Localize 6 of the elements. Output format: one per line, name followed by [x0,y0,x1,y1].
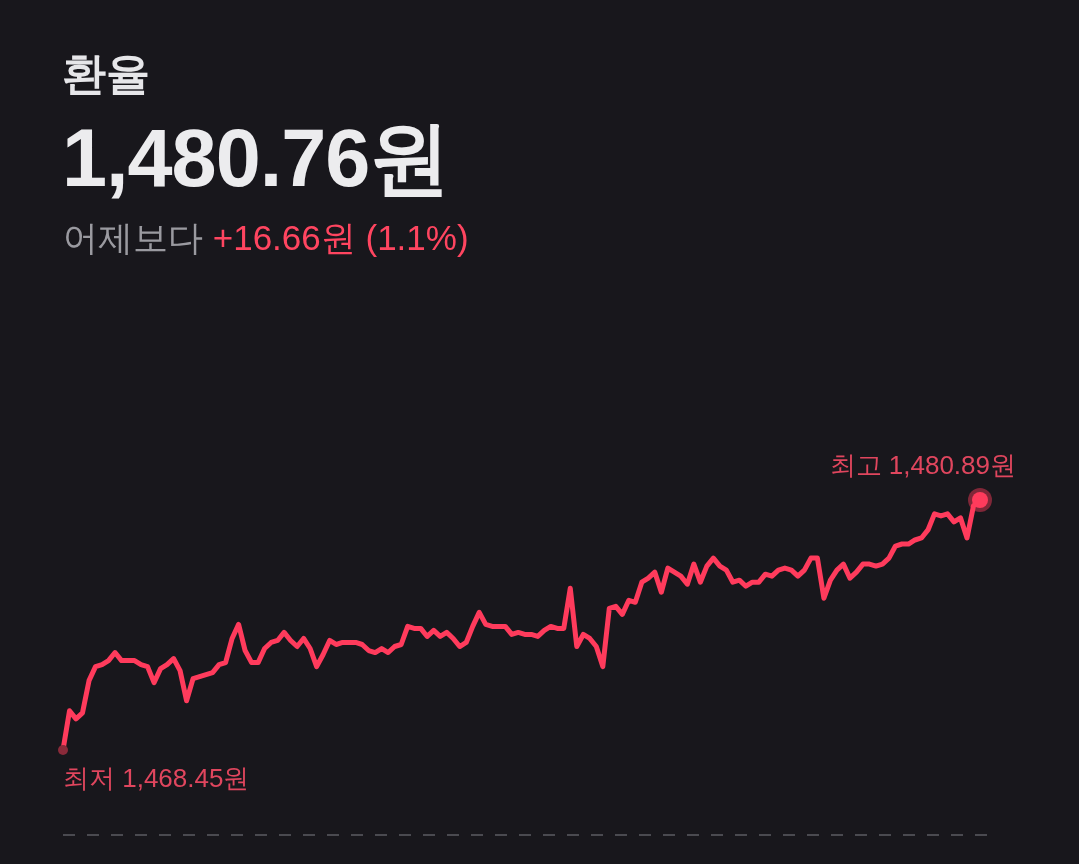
data-label: 최고 1,480.89원 [829,450,1016,481]
text: +16.66원 (1.1%) [212,218,469,257]
text: 어제보다 [63,218,203,257]
data-label: 최저 1,468.45원 [63,763,250,794]
chart-title: 환율 [62,49,150,99]
chart-subtitle: 1,480.76원 [62,113,450,204]
